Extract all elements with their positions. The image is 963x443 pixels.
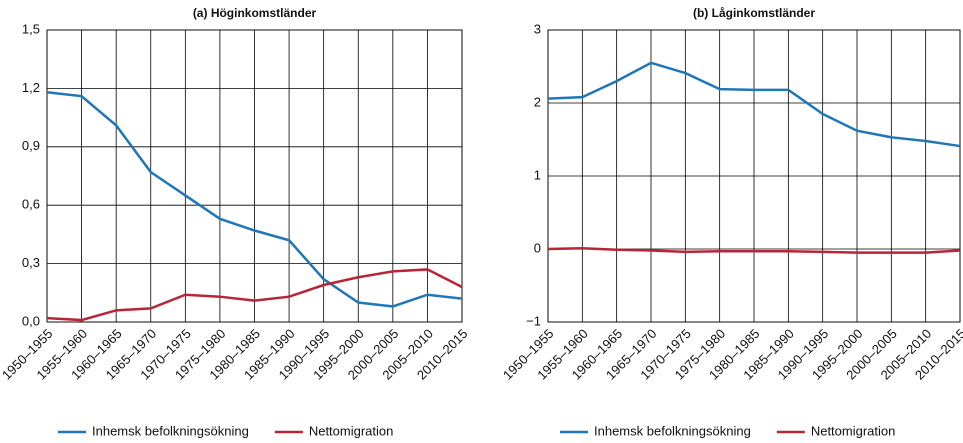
plot-frame (46, 29, 463, 323)
y-tick-label: 0 (534, 240, 541, 255)
chart-title: (a) Höginkomstländer (193, 6, 317, 20)
legend-label: Nettomigration (811, 423, 896, 438)
plot-frame (547, 29, 961, 323)
y-tick-label: 0,0 (22, 313, 40, 328)
y-tick-label: 0,9 (22, 138, 40, 153)
data-line (46, 91, 463, 308)
y-tick-label: 3 (534, 21, 541, 36)
legend-label: Inhemsk befolkningsökning (92, 423, 249, 438)
chart-title: (b) Låginkomstländer (693, 6, 815, 20)
y-tick-label: 2 (534, 94, 541, 109)
y-tick-label: 1,2 (22, 80, 40, 95)
data-line (547, 247, 961, 254)
y-tick-label: 0,3 (22, 255, 40, 270)
y-tick-label: 1 (534, 167, 541, 182)
y-tick-label: 0,6 (22, 197, 40, 212)
data-line (547, 61, 961, 148)
legend-label: Inhemsk befolkningsökning (594, 423, 751, 438)
y-tick-label: 1,5 (22, 21, 40, 36)
y-tick-label: −1 (526, 313, 541, 328)
legend-label: Nettomigration (309, 423, 394, 438)
data-line (46, 268, 463, 322)
